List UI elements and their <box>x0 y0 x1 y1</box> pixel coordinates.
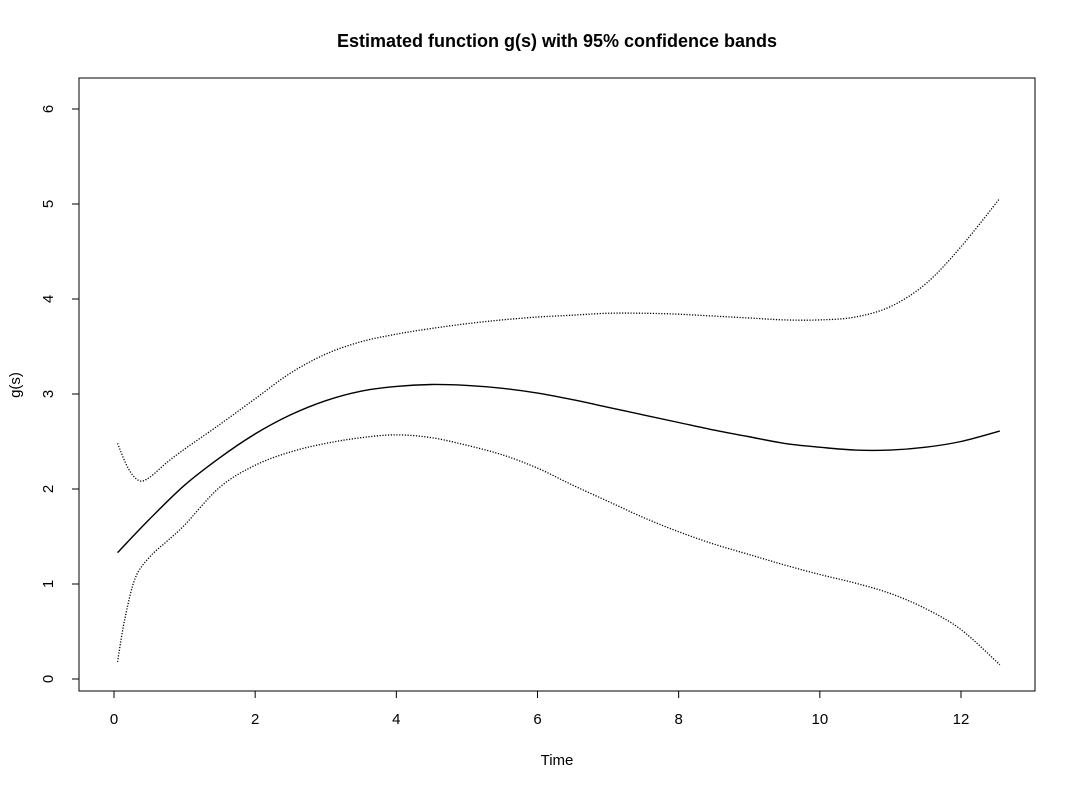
estimate-line <box>117 383 1001 554</box>
y-tick-label: 4 <box>40 295 57 303</box>
y-axis-label: g(s) <box>7 372 24 398</box>
y-tick-label: 6 <box>40 105 57 113</box>
chart-title: Estimated function g(s) with 95% confide… <box>337 31 777 51</box>
upper-confidence-band-line <box>116 197 1001 482</box>
x-tick-label: 2 <box>251 711 259 728</box>
y-tick-label: 3 <box>40 390 57 398</box>
y-tick-label: 1 <box>40 580 57 588</box>
lower-confidence-band-line <box>116 434 1001 666</box>
x-axis-label: Time <box>541 752 574 769</box>
x-tick-label: 8 <box>674 711 682 728</box>
y-tick-label: 2 <box>40 485 57 493</box>
x-tick-label: 0 <box>110 711 118 728</box>
x-tick-label: 6 <box>533 711 541 728</box>
plot-frame <box>78 77 1036 692</box>
y-tick-label: 0 <box>40 675 57 683</box>
x-axis: 0 2 4 6 8 10 12 <box>110 690 970 728</box>
x-tick-label: 12 <box>953 711 970 728</box>
y-tick-label: 5 <box>40 200 57 208</box>
x-tick-label: 10 <box>811 711 828 728</box>
x-tick-label: 4 <box>392 711 400 728</box>
y-axis: 0 1 2 3 4 5 6 <box>40 105 80 683</box>
series-layer <box>116 197 1001 666</box>
